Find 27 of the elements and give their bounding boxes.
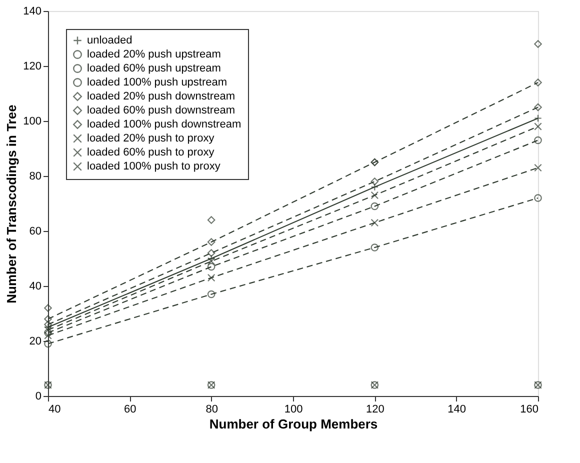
legend-label: loaded 60% push downstream — [87, 104, 235, 116]
legend-label: unloaded — [87, 34, 132, 46]
legend-label: loaded 20% push upstream — [87, 48, 221, 60]
x-tick-label: 60 — [124, 404, 136, 416]
legend-label: loaded 100% push to proxy — [87, 160, 221, 172]
y-tick-label: 0 — [35, 390, 42, 402]
y-tick-label: 100 — [23, 116, 42, 128]
x-tick-label: 80 — [206, 404, 218, 416]
x-tick-label: 160 — [520, 404, 538, 416]
x-tick-label: 100 — [284, 404, 303, 416]
x-tick-label: 140 — [448, 404, 466, 416]
x-tick-label: 40 — [48, 404, 61, 416]
y-tick-label: 120 — [23, 60, 42, 72]
x-axis-title: Number of Group Members — [209, 416, 378, 432]
y-axis-title: Number of Transcodings in Tree — [4, 104, 20, 304]
legend-label: loaded 100% push upstream — [87, 76, 228, 88]
legend-label: loaded 100% push downstream — [87, 118, 242, 130]
y-tick-label: 20 — [29, 336, 42, 348]
y-tick-label: 40 — [29, 280, 42, 292]
y-tick-label: 80 — [29, 170, 42, 182]
y-tick-label: 60 — [29, 226, 42, 238]
legend-label: loaded 60% push upstream — [87, 62, 221, 74]
y-tick-label: 140 — [23, 6, 42, 18]
legend-label: loaded 20% push to proxy — [87, 132, 215, 144]
legend-label: loaded 60% push to proxy — [87, 146, 215, 158]
legend-label: loaded 20% push downstream — [87, 90, 235, 102]
x-tick-label: 120 — [366, 404, 384, 416]
